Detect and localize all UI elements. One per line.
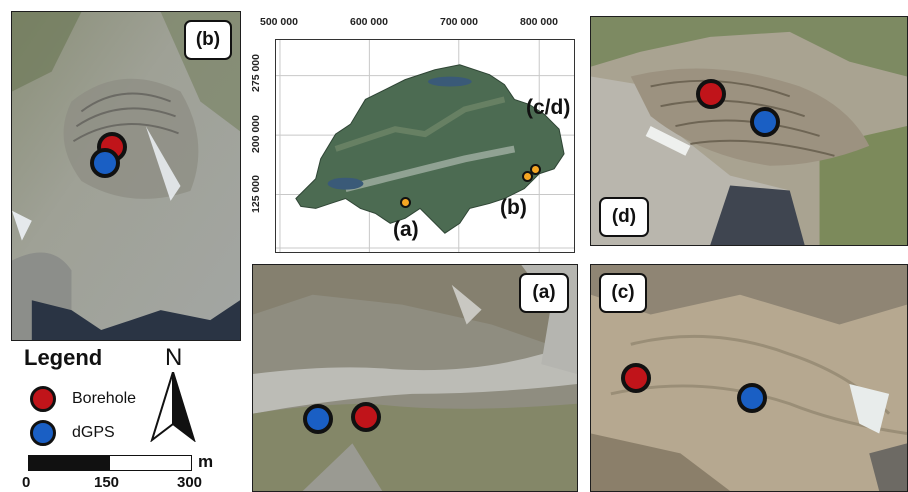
y-tick-125000: 125 000 [249,175,262,213]
site-marker-a [400,197,411,208]
borehole-swatch [30,386,56,412]
dgps-marker-a [303,404,333,434]
panel-c-tag: (c) [599,273,647,313]
scale-tick-0: 0 [22,474,31,491]
scale-bar [28,455,192,471]
switzerland-outline [295,64,565,234]
x-tick-700000: 700 000 [440,16,478,28]
x-tick-500000: 500 000 [260,16,298,28]
site-label-b: (b) [500,196,527,219]
y-tick-275000: 275 000 [249,54,262,92]
legend-title: Legend [24,345,103,370]
y-tick-200000: 200 000 [249,115,262,153]
dgps-marker-d [750,107,780,137]
borehole-marker-a [351,402,381,432]
legend-item-borehole: Borehole [30,386,136,412]
north-label: N [165,344,183,371]
borehole-marker-c [621,363,651,393]
x-tick-800000: 800 000 [520,16,558,28]
site-marker-b [522,171,533,182]
dgps-marker-b [90,148,120,178]
legend-item-dgps: dGPS [30,420,115,446]
site-marker-cd [530,164,541,175]
dgps-marker-c [737,383,767,413]
legend-label-borehole: Borehole [72,390,137,407]
site-label-a: (a) [393,218,419,241]
site-label-cd: (c/d) [526,96,571,119]
borehole-marker-d [696,79,726,109]
scale-tick-150: 150 [94,474,120,491]
scale-unit: m [198,452,214,471]
panel-d-image: (d) [590,16,908,246]
scale-tick-300: 300 [177,474,203,491]
dgps-swatch [30,420,56,446]
north-arrow-icon [150,372,196,442]
panel-d-tag: (d) [599,197,649,237]
panel-a-image: (a) [252,264,578,492]
panel-b-image: (b) [11,11,241,341]
overview-map: (a) (b) (c/d) [275,39,575,253]
legend-label-dgps: dGPS [72,424,115,441]
panel-b-tag: (b) [184,20,232,60]
x-tick-600000: 600 000 [350,16,388,28]
panel-c-image: (c) [590,264,908,492]
panel-a-tag: (a) [519,273,569,313]
